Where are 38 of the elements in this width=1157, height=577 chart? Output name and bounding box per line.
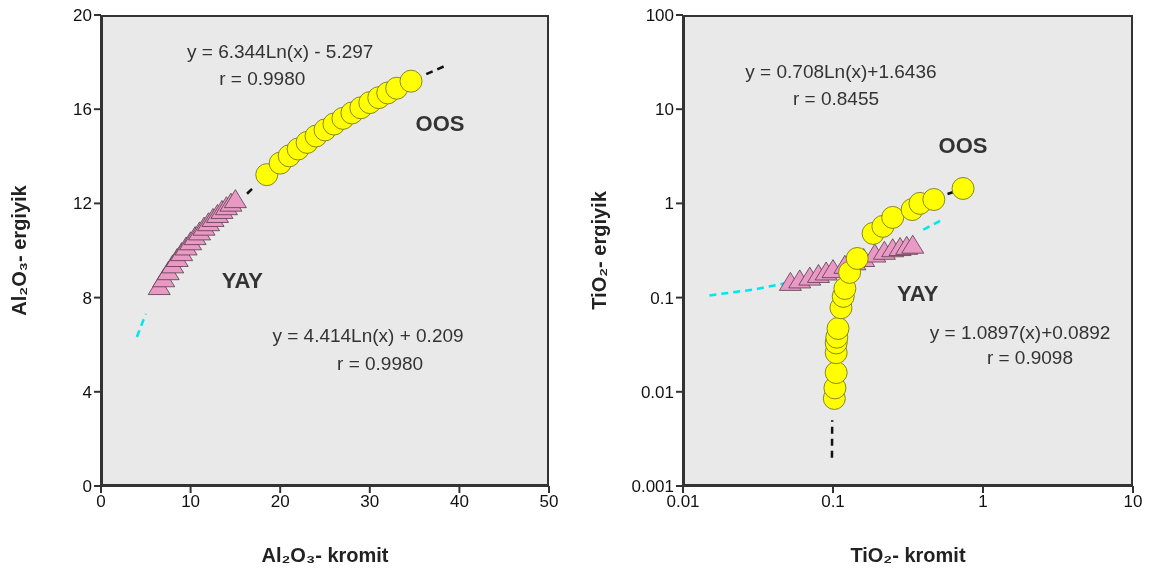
series-label: OOS (415, 110, 465, 136)
annotation: r = 0.8455 (792, 87, 880, 110)
x-axis-title: Al₂O₃- kromit (261, 544, 389, 566)
annotation: r = 0.9980 (337, 353, 424, 375)
x-tick-label: 1 (978, 492, 988, 512)
annotation: r = 0.9980 (219, 68, 306, 91)
y-tick-label: 0.01 (640, 382, 674, 402)
y-axis-title: TiO₂- ergiyik (588, 190, 611, 310)
y-tick-label: 10 (655, 100, 674, 120)
y-tick-label: 4 (82, 382, 92, 402)
x-tick-label: 20 (270, 492, 290, 512)
x-tick-label: 40 (449, 492, 469, 512)
point (224, 189, 247, 209)
annotation: y = 4.414Ln(x) + 0.209 (272, 325, 464, 348)
annotation: y = 0.708Ln(x)+1.6436 (745, 60, 937, 83)
x-tick-label: 0.1 (821, 492, 845, 512)
series-label: YAY (221, 268, 264, 294)
x-tick-label: 0 (96, 492, 106, 512)
series-label: OOS (938, 132, 988, 158)
y-tick-label: 16 (73, 100, 92, 120)
annotation: r = 0.9098 (986, 346, 1073, 369)
y-tick-label: 8 (82, 288, 92, 308)
y-tick-label: 100 (645, 6, 674, 26)
point (399, 69, 423, 93)
annotation: y = 1.0897(x)+0.0892 (929, 321, 1111, 344)
y-tick-label: 12 (73, 194, 92, 214)
x-tick-label: 10 (1123, 492, 1143, 512)
y-axis-title: Al₂O₃- ergiyik (8, 184, 31, 316)
x-tick-label: 30 (360, 492, 380, 512)
y-tick-label: 1 (664, 194, 674, 214)
y-tick-label: 20 (73, 6, 92, 26)
series-label: YAY (897, 280, 939, 306)
y-tick-label: 0.1 (650, 288, 674, 308)
x-tick-label: 50 (539, 492, 559, 512)
y-tick-label: 0 (82, 477, 92, 497)
annotation: y = 6.344Ln(x) - 5.297 (186, 41, 374, 64)
x-tick-label: 10 (181, 492, 201, 512)
x-axis-title: TiO₂- kromit (850, 544, 966, 566)
